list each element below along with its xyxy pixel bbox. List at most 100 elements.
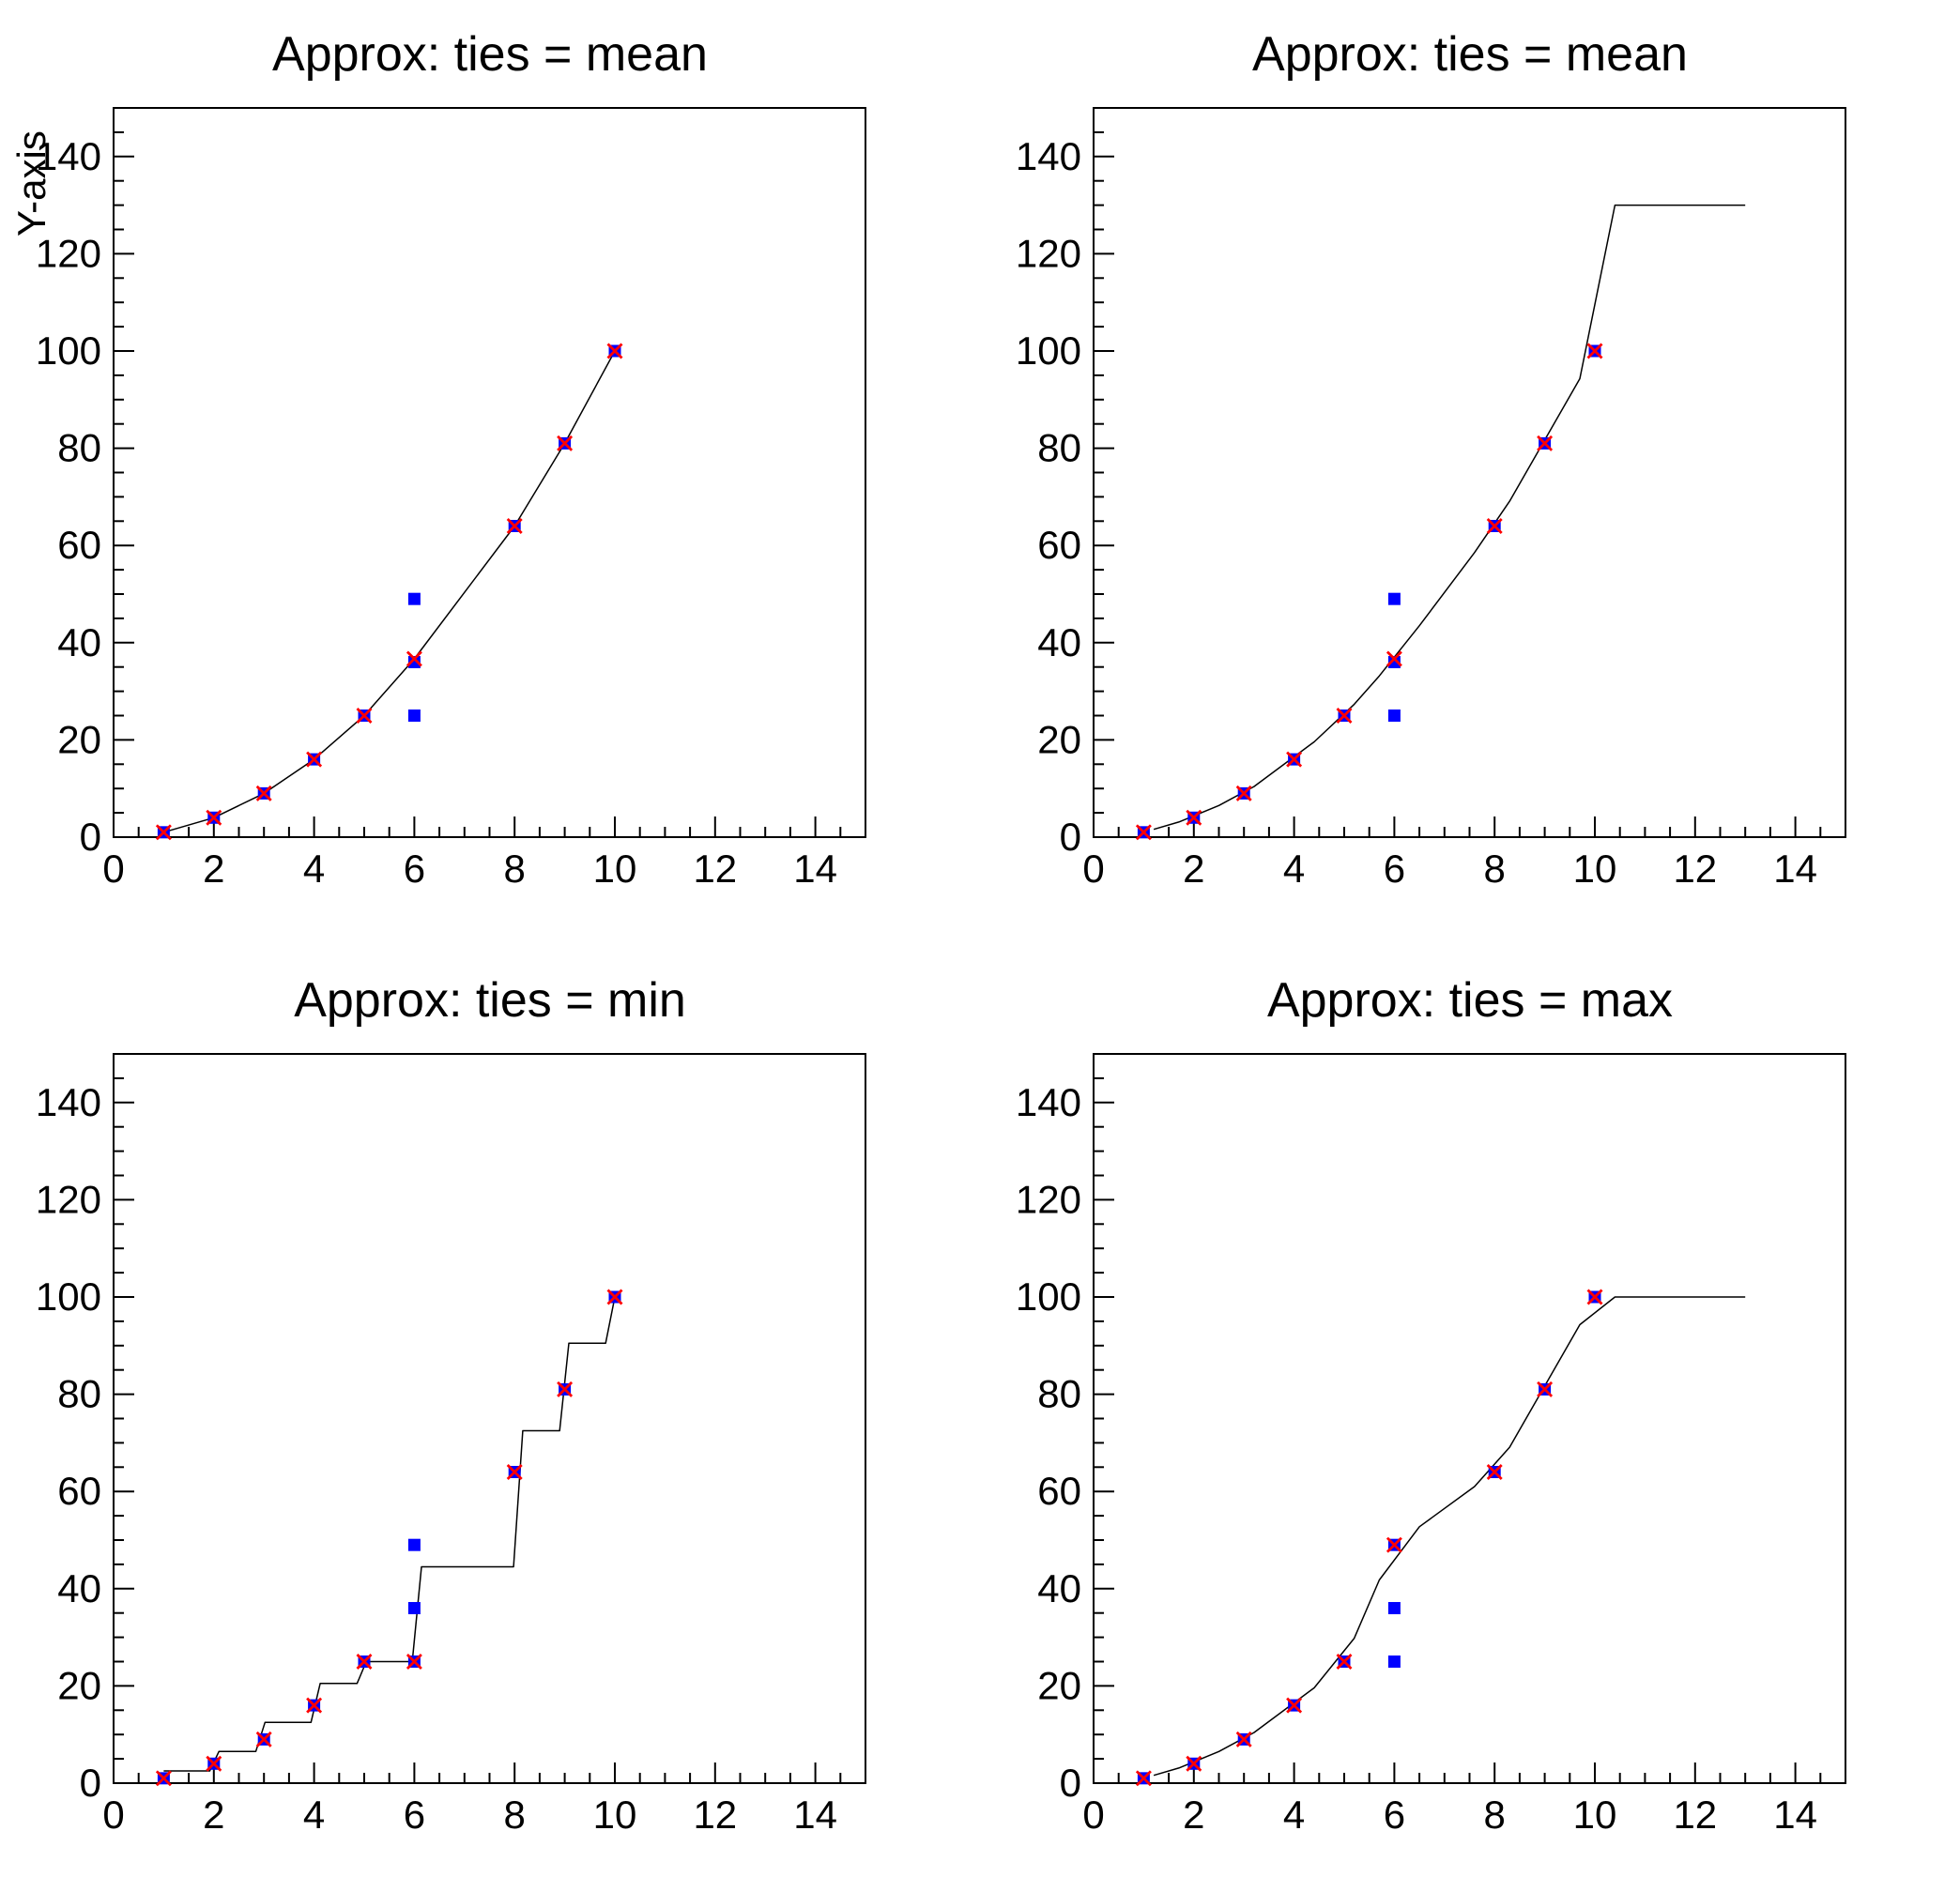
chart-title: Approx: ties = min — [294, 973, 686, 1028]
input-point-marker — [407, 1538, 421, 1551]
y-tick-label: 120 — [36, 231, 101, 275]
output-point-marker — [155, 1770, 172, 1787]
plot-frame — [1093, 107, 1846, 838]
x-tick-label: 4 — [1283, 1793, 1305, 1837]
output-point-marker — [1336, 1654, 1353, 1670]
x-tick-label: 0 — [1082, 847, 1104, 891]
x-tick-label: 10 — [593, 1793, 637, 1837]
input-point-marker — [1387, 710, 1401, 722]
approx-curve — [1153, 1296, 1746, 1777]
y-tick-label: 40 — [1037, 1566, 1081, 1610]
output-point-marker — [1486, 517, 1503, 534]
output-point-marker — [1135, 1770, 1152, 1787]
output-point-marker — [356, 708, 373, 724]
chart-title: Approx: ties = mean — [1252, 27, 1688, 82]
x-tick-label: 12 — [1673, 1793, 1717, 1837]
x-tick-label: 4 — [303, 847, 325, 891]
output-point-marker — [1386, 650, 1402, 667]
input-point-marker — [1387, 592, 1401, 605]
output-point-marker — [506, 517, 523, 534]
input-point-marker — [407, 1602, 421, 1615]
y-tick-label: 20 — [1037, 1663, 1081, 1707]
output-point-marker — [306, 751, 323, 768]
y-tick-label: 60 — [1037, 1469, 1081, 1513]
y-tick-label: 120 — [1016, 231, 1081, 275]
output-point-marker — [1386, 1536, 1402, 1553]
y-tick-label: 80 — [57, 426, 101, 470]
x-tick-label: 8 — [1484, 847, 1506, 891]
output-point-marker — [606, 1289, 623, 1305]
y-tick-label: 100 — [36, 328, 101, 373]
x-tick-label: 6 — [404, 847, 425, 891]
input-point-marker — [407, 592, 421, 605]
y-tick-label: 60 — [57, 523, 101, 567]
output-point-marker — [1336, 708, 1353, 724]
x-tick-label: 14 — [1773, 847, 1817, 891]
output-point-marker — [306, 1697, 323, 1714]
approx-curve — [1153, 204, 1746, 831]
y-tick-label: 60 — [1037, 523, 1081, 567]
plot-frame — [113, 107, 866, 838]
x-tick-label: 2 — [1183, 847, 1204, 891]
output-point-marker — [1186, 809, 1202, 826]
y-tick-label: 100 — [1016, 1274, 1081, 1319]
x-tick-label: 12 — [693, 1793, 737, 1837]
x-tick-label: 12 — [693, 847, 737, 891]
y-tick-label: 0 — [80, 815, 101, 859]
input-point-marker — [407, 656, 421, 669]
y-tick-label: 140 — [1016, 134, 1081, 178]
plot-frame — [113, 1053, 866, 1784]
output-point-marker — [1186, 1755, 1202, 1772]
output-point-marker — [606, 343, 623, 359]
y-tick-label: 100 — [36, 1274, 101, 1319]
y-axis-title: Y-axis — [9, 130, 54, 236]
y-tick-label: 80 — [1037, 426, 1081, 470]
x-tick-label: 2 — [1183, 1793, 1204, 1837]
y-tick-label: 20 — [57, 717, 101, 761]
x-tick-label: 10 — [1573, 847, 1617, 891]
output-point-marker — [255, 785, 272, 801]
x-tick-label: 14 — [793, 1793, 837, 1837]
x-tick-label: 2 — [203, 847, 224, 891]
y-tick-label: 140 — [36, 1080, 101, 1124]
chart-title: Approx: ties = max — [1266, 973, 1674, 1028]
panel-ties-min: 0 2 4 6 8 10 12 14 0 20 40 60 80 100 120 140 Approx: ti… — [0, 946, 980, 1892]
y-tick-label: 100 — [1016, 328, 1081, 373]
output-point-marker — [557, 435, 574, 451]
x-tick-label: 6 — [1384, 847, 1405, 891]
output-point-marker — [1486, 1463, 1503, 1480]
output-point-marker — [1537, 435, 1554, 451]
output-point-marker — [1286, 751, 1303, 768]
panel-ties-mean-2: 0 2 4 6 8 10 12 14 0 20 40 60 80 100 120 140 Approx: ti… — [980, 0, 1960, 946]
y-tick-label: 120 — [1016, 1177, 1081, 1221]
y-tick-label: 0 — [1060, 1761, 1081, 1805]
y-tick-label: 120 — [36, 1177, 101, 1221]
x-tick-label: 4 — [1283, 847, 1305, 891]
x-tick-label: 14 — [1773, 1793, 1817, 1837]
y-tick-label: 80 — [57, 1372, 101, 1416]
x-tick-label: 10 — [1573, 1793, 1617, 1837]
output-point-marker — [206, 1755, 222, 1772]
approx-curve — [163, 1296, 616, 1772]
input-point-marker — [1387, 1656, 1401, 1668]
output-point-marker — [1135, 824, 1152, 841]
x-tick-label: 0 — [1082, 1793, 1104, 1837]
x-tick-label: 8 — [1484, 1793, 1506, 1837]
output-point-marker — [506, 1463, 523, 1480]
y-tick-label: 140 — [36, 134, 101, 178]
chart-title: Approx: ties = mean — [272, 27, 708, 82]
approx-curve — [163, 350, 616, 833]
output-point-marker — [1235, 1731, 1252, 1747]
output-point-marker — [557, 1381, 574, 1397]
output-point-marker — [406, 650, 422, 667]
x-tick-label: 4 — [303, 1793, 325, 1837]
y-tick-label: 0 — [80, 1761, 101, 1805]
y-tick-label: 40 — [57, 620, 101, 664]
y-tick-label: 60 — [57, 1469, 101, 1513]
output-point-marker — [206, 809, 222, 826]
